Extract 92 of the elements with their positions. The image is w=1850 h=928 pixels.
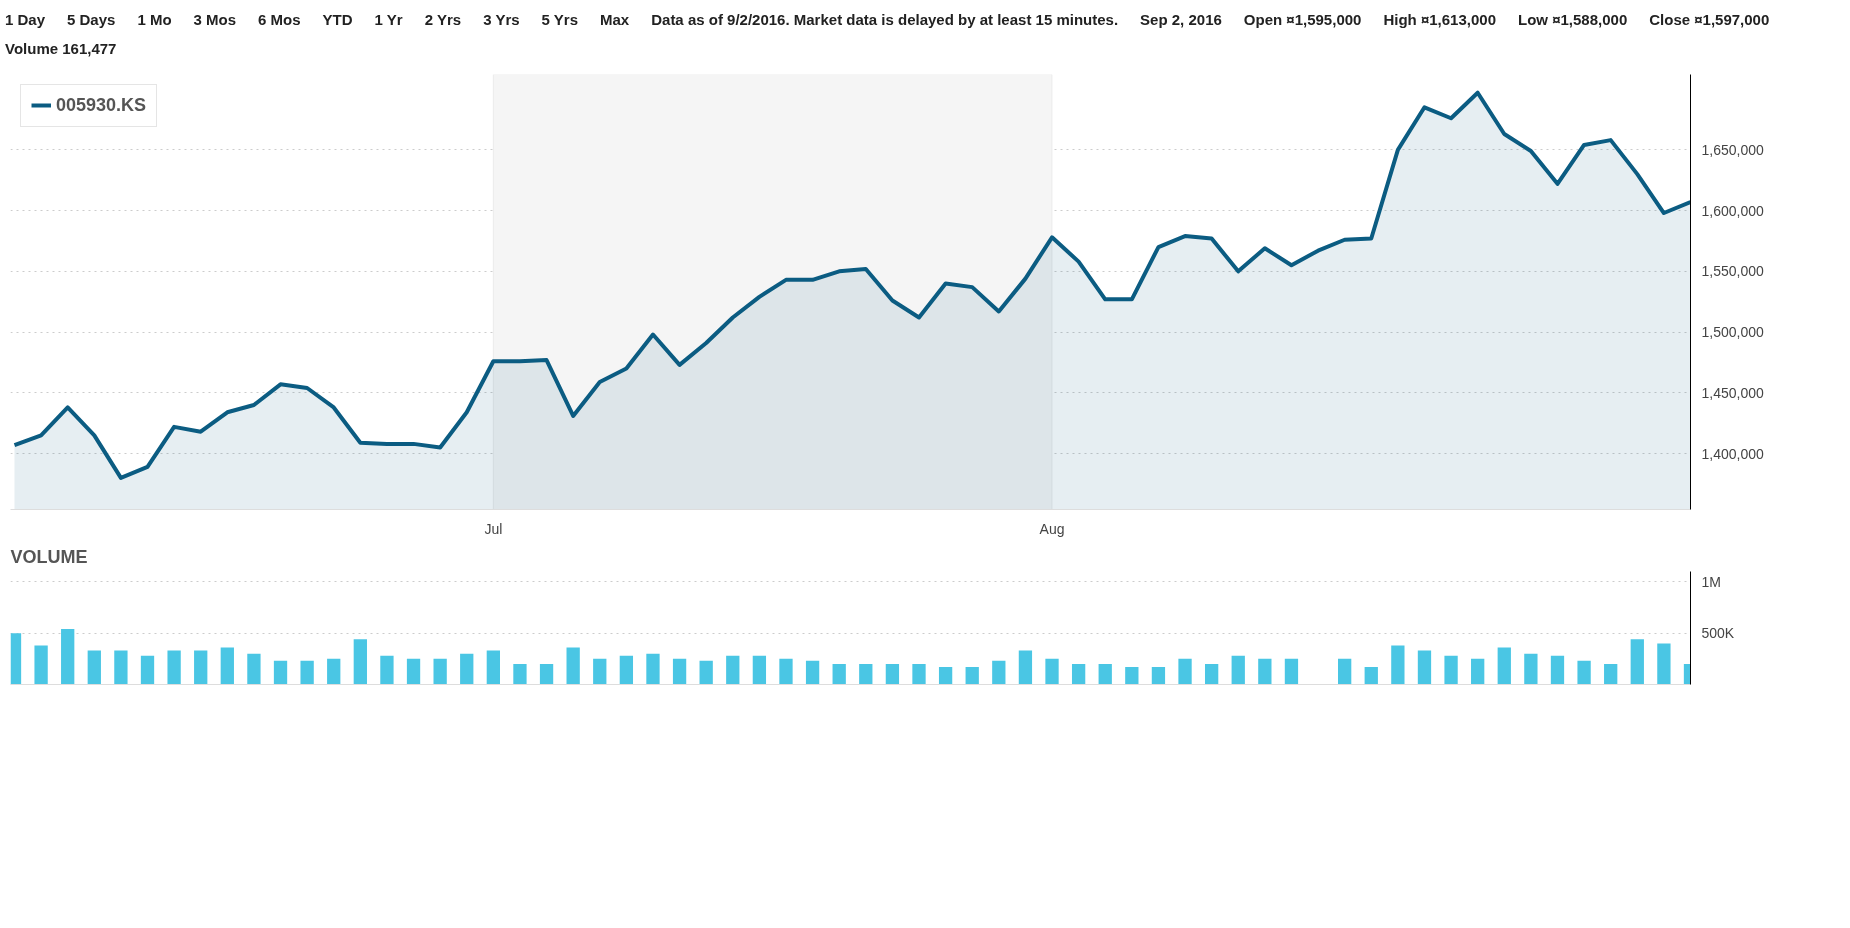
bar <box>167 650 181 685</box>
text: Max <box>600 10 630 30</box>
bar <box>10 632 22 685</box>
bar <box>1497 647 1511 685</box>
bar <box>1071 663 1086 685</box>
y-tick-label: 1,600,000 <box>1701 202 1764 219</box>
bar <box>1524 653 1538 685</box>
bar <box>486 650 500 685</box>
bar <box>965 666 979 685</box>
text: YTD <box>322 10 353 30</box>
text: 2 Yrs <box>424 10 462 30</box>
bar <box>513 663 527 685</box>
bar <box>1391 645 1405 685</box>
bar <box>273 660 288 685</box>
bar <box>885 663 900 685</box>
bar <box>1657 643 1671 685</box>
x-tick-label: Jul <box>484 520 503 537</box>
bar <box>1604 663 1618 685</box>
bar <box>1284 658 1299 685</box>
bar <box>593 658 607 685</box>
legend-label: 005930.KS <box>56 94 147 116</box>
bar <box>1471 658 1485 685</box>
text: 3 Mos <box>193 10 237 30</box>
bar <box>699 660 713 685</box>
text: 5 Yrs <box>541 10 579 30</box>
y-tick-label: 1,450,000 <box>1701 384 1764 401</box>
text: 6 Mos <box>258 10 301 30</box>
bar <box>938 666 953 685</box>
bar <box>566 647 580 685</box>
bar <box>300 660 314 685</box>
bar <box>1204 663 1219 685</box>
bar <box>672 658 687 685</box>
bar <box>353 639 367 685</box>
bar <box>1178 658 1192 685</box>
text: Open ¤1,595,000 <box>1243 10 1362 30</box>
x-tick-label: Aug <box>1039 520 1065 537</box>
bar <box>619 655 634 685</box>
text: Data as of 9/2/2016. Market data is delayed by at least 15 minutes. <box>651 10 1119 30</box>
bar <box>859 663 873 685</box>
bar <box>433 658 447 685</box>
y-tick-label: 1,500,000 <box>1701 323 1764 340</box>
bar <box>87 650 101 685</box>
bar <box>539 663 554 685</box>
text: Volume 161,477 <box>5 39 117 60</box>
bar <box>779 658 793 685</box>
y-tick-label: 1,550,000 <box>1701 263 1764 280</box>
bar <box>1444 655 1458 685</box>
bar <box>327 658 341 685</box>
bar <box>220 647 234 685</box>
bar <box>992 660 1006 685</box>
text: Low ¤1,588,000 <box>1517 10 1628 30</box>
bar <box>406 658 421 685</box>
bar <box>912 663 926 685</box>
bar <box>752 655 767 685</box>
bar <box>1018 650 1033 685</box>
bar <box>1151 666 1166 685</box>
text: Sep 2, 2016 <box>1140 10 1222 30</box>
bar <box>1045 658 1059 685</box>
text: 1 Mo <box>137 10 172 30</box>
bar <box>1098 663 1112 685</box>
bar <box>194 650 208 685</box>
bar <box>247 653 261 685</box>
bar <box>832 663 846 685</box>
bar <box>1338 658 1352 685</box>
bar <box>1258 658 1272 685</box>
text: Close ¤1,597,000 <box>1649 10 1770 30</box>
bar <box>1364 666 1378 685</box>
bar <box>460 653 474 685</box>
y-tick-label: 1M <box>1701 573 1721 590</box>
bar <box>140 655 155 685</box>
bar <box>61 628 75 685</box>
bar <box>1231 655 1245 685</box>
bar <box>1125 666 1139 685</box>
bar <box>646 653 660 685</box>
text: 5 Days <box>67 10 116 30</box>
bar <box>1577 660 1591 685</box>
bar <box>34 645 48 685</box>
text: 1 Yr <box>374 10 403 30</box>
bar <box>1550 655 1565 685</box>
text: High ¤1,613,000 <box>1383 10 1496 30</box>
bar <box>380 655 394 685</box>
y-tick-label: 1,650,000 <box>1701 141 1764 158</box>
y-tick-label: 1,400,000 <box>1701 445 1764 462</box>
bar <box>1417 650 1432 685</box>
bar <box>726 655 740 685</box>
y-tick-label: 500K <box>1701 624 1735 641</box>
text: 1 Day <box>5 10 46 30</box>
bar <box>805 660 820 685</box>
chart-title: VOLUME <box>10 546 88 567</box>
bar <box>1630 639 1644 685</box>
text: 3 Yrs <box>483 10 520 30</box>
bar <box>114 650 128 685</box>
